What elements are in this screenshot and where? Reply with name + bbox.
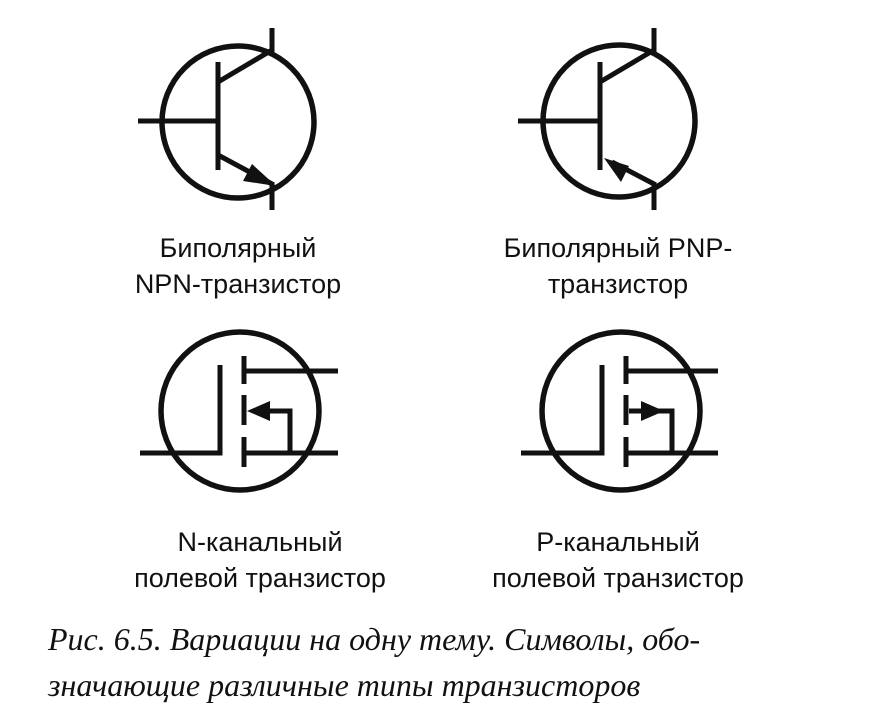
npn-collector-line <box>216 47 274 85</box>
pfet-label-line-1: P-канальный <box>536 527 700 557</box>
nfet-label-line-1: N-канальный <box>177 527 343 557</box>
npn-emitter-arrow <box>243 164 276 186</box>
nfet-envelope-circle <box>158 329 322 493</box>
pnp-collector-line <box>598 47 656 85</box>
p-channel-fet-symbol <box>521 329 718 493</box>
caption-line-2: значающие различные типы транзисторов <box>48 667 641 703</box>
nfet-label: N-канальный полевой транзистор <box>100 524 420 596</box>
n-channel-fet-symbol <box>140 329 338 493</box>
npn-label-line-1: Биполярный <box>159 233 317 263</box>
nfet-gate <box>140 365 223 456</box>
nfet-channel-arrow <box>247 401 270 421</box>
npn-transistor-symbol <box>138 28 317 210</box>
pfet-substrate-line <box>629 408 675 453</box>
nfet-substrate-line <box>262 408 293 453</box>
pnp-label-line-1: Биполярный PNP- <box>503 233 733 263</box>
pfet-channel-arrow <box>641 401 664 421</box>
pfet-envelope-circle <box>539 329 703 493</box>
pnp-transistor-symbol <box>518 28 698 210</box>
nfet-label-line-2: полевой транзистор <box>134 563 386 593</box>
pfet-gate <box>521 365 605 456</box>
pnp-emitter-arrow <box>604 158 629 182</box>
pfet-label: P-канальный полевой транзистор <box>458 524 778 596</box>
pnp-label-line-2: транзистор <box>547 269 689 299</box>
caption-line-1: Рис. 6.5. Вариации на одну тему. Символы… <box>48 621 701 657</box>
pfet-label-line-2: полевой транзистор <box>492 563 744 593</box>
npn-label: Биполярный NPN-транзистор <box>108 230 368 302</box>
npn-label-line-2: NPN-транзистор <box>134 269 342 299</box>
pnp-label: Биполярный PNP- транзистор <box>478 230 758 302</box>
figure-caption: Рис. 6.5. Вариации на одну тему. Символы… <box>48 616 848 708</box>
